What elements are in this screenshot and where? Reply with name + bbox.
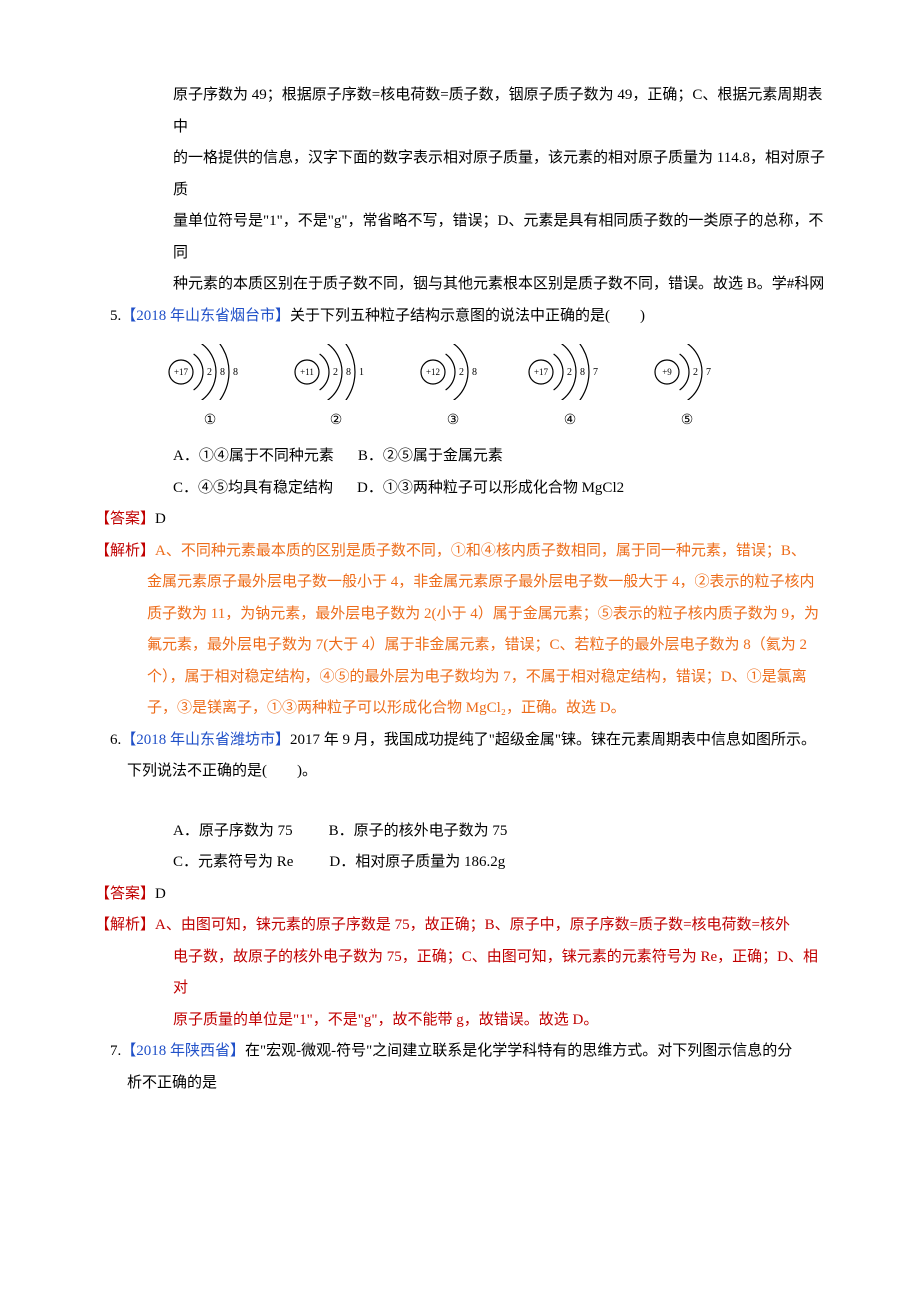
q5-options: A．①④属于不同种元素 B．②⑤属于金属元素 C．④⑤均具有稳定结构 D．①③两种粒… [95, 441, 825, 504]
svg-text:8: 8 [346, 367, 351, 378]
svg-text:2: 2 [567, 367, 572, 378]
q6-expl-l1: 【解析】A、由图可知，铼元素的原子序数是 75，故正确；B、原子中，原子序数=质… [95, 910, 825, 942]
q5-bracket: 【2018 年山东省烟台市】 [121, 308, 290, 324]
atom-label: ① [204, 406, 217, 435]
svg-text:+17: +17 [174, 367, 189, 377]
answer-label: 【答案】 [95, 511, 155, 527]
answer-label: 【答案】 [95, 886, 155, 902]
q7-bracket: 【2018 年陕西省】 [121, 1043, 245, 1059]
q6-num: 6. [110, 732, 121, 748]
q5-opt-a: A．①④属于不同种元素 [173, 448, 334, 464]
q7-stem: 7.【2018 年陕西省】在"宏观-微观-符号"之间建立联系是化学学科特有的思维… [95, 1036, 825, 1068]
q5-answer-val: D [155, 511, 166, 527]
q6-expl-l2: 电子数，故原子的核外电子数为 75，正确；C、由图可知，铼元素的元素符号为 Re… [95, 942, 825, 1005]
svg-text:2: 2 [459, 367, 464, 378]
q5-expl-l2: 金属元素原子最外层电子数一般小于 4，非金属元素原子最外层电子数一般大于 4，②… [95, 567, 825, 599]
q5-expl-t1: A、不同种元素最本质的区别是质子数不同，①和④核内质子数相同，属于同一种元素，错… [155, 543, 806, 559]
svg-text:2: 2 [693, 367, 698, 378]
expl-label: 【解析】 [95, 543, 155, 559]
svg-text:8: 8 [220, 367, 225, 378]
svg-text:8: 8 [472, 367, 477, 378]
para1-l2: 的一格提供的信息，汉字下面的数字表示相对原子质量，该元素的相对原子质量为 114… [95, 143, 825, 206]
q5-expl-l6: 子，③是镁离子，①③两种粒子可以形成化合物 MgCl₂，正确。故选 D。 [95, 693, 825, 725]
atom-diagram: +17 287 ④ [525, 344, 615, 435]
atom-label: ② [330, 406, 343, 435]
q6-figure-placeholder [95, 788, 825, 816]
atom-label: ④ [564, 406, 577, 435]
q6-answer: 【答案】D [95, 879, 825, 911]
svg-text:+12: +12 [426, 367, 440, 377]
q5-expl-l1: 【解析】A、不同种元素最本质的区别是质子数不同，①和④核内质子数相同，属于同一种… [95, 536, 825, 568]
q6-expl-l3: 原子质量的单位是"1"，不是"g"，故不能带 g，故错误。故选 D。 [95, 1005, 825, 1037]
atom-label: ③ [447, 406, 460, 435]
expl-label: 【解析】 [95, 917, 155, 933]
atom-label: ⑤ [681, 406, 694, 435]
para1-l1: 原子序数为 49；根据原子序数=核电荷数=质子数，铟原子质子数为 49，正确；C… [95, 80, 825, 143]
para1-l3: 量单位符号是"1"，不是"g"，常省略不写，错误；D、元素是具有相同质子数的一类… [95, 206, 825, 269]
q7-stem-l2: 析不正确的是 [95, 1068, 825, 1100]
svg-text:7: 7 [706, 367, 711, 378]
q5-stem: 5.【2018 年山东省烟台市】关于下列五种粒子结构示意图的说法中正确的是( ) [95, 301, 825, 333]
atom-diagram: +17288① [165, 344, 255, 435]
q5-opt-c: C．④⑤均具有稳定结构 [173, 480, 333, 496]
q5-opt-b: B．②⑤属于金属元素 [358, 448, 503, 464]
svg-text:2: 2 [333, 367, 338, 378]
atom-diagram: +9 27 ⑤ [651, 344, 723, 435]
svg-text:+9: +9 [662, 367, 672, 377]
q5-expl-l4: 氟元素，最外层电子数为 7(大于 4）属于非金属元素，错误；C、若粒子的最外层电… [95, 630, 825, 662]
q6-opt-a: A．原子序数为 75 [173, 823, 293, 839]
q5-diagrams: +17288①+11281②+1228③+17287④+927⑤ [95, 332, 825, 441]
q7-rest1: 在"宏观-微观-符号"之间建立联系是化学学科特有的思维方式。对下列图示信息的分 [245, 1043, 792, 1059]
q6-stem: 6.【2018 年山东省潍坊市】2017 年 9 月，我国成功提纯了"超级金属"… [95, 725, 825, 757]
q6-answer-val: D [155, 886, 166, 902]
q5-expl-l3: 质子数为 11，为钠元素，最外层电子数为 2(小于 4）属于金属元素；⑤表示的粒… [95, 599, 825, 631]
svg-text:1: 1 [359, 367, 364, 378]
q6-opt-c: C．元素符号为 Re [173, 854, 293, 870]
q6-expl-t1: A、由图可知，铼元素的原子序数是 75，故正确；B、原子中，原子序数=质子数=核… [155, 917, 790, 933]
q6-rest1: 2017 年 9 月，我国成功提纯了"超级金属"铼。铼在元素周期表中信息如图所示… [290, 732, 816, 748]
svg-text:+17: +17 [534, 367, 549, 377]
atom-diagram: +12 28 ③ [417, 344, 489, 435]
q6-opt-b: B．原子的核外电子数为 75 [329, 823, 508, 839]
svg-text:+11: +11 [300, 367, 314, 377]
q5-opt-d: D．①③两种粒子可以形成化合物 MgCl2 [357, 480, 624, 496]
q5-num: 5. [110, 308, 121, 324]
q6-bracket: 【2018 年山东省潍坊市】 [121, 732, 290, 748]
svg-text:8: 8 [233, 367, 238, 378]
q7-num: 7. [110, 1043, 121, 1059]
q6-opt-d: D．相对原子质量为 186.2g [329, 854, 505, 870]
q6-options: A．原子序数为 75 B．原子的核外电子数为 75 C．元素符号为 Re D．相对原… [95, 816, 825, 879]
atom-diagram: +11 281 ② [291, 344, 381, 435]
svg-text:2: 2 [207, 367, 212, 378]
q5-expl-l5: 个），属于相对稳定结构，④⑤的最外层为电子数均为 7，不属于相对稳定结构，错误；… [95, 662, 825, 694]
q5-rest: 关于下列五种粒子结构示意图的说法中正确的是( ) [290, 308, 645, 324]
q6-stem-l2: 下列说法不正确的是( )。 [95, 756, 825, 788]
q5-answer: 【答案】D [95, 504, 825, 536]
svg-text:8: 8 [580, 367, 585, 378]
para1-l4: 种元素的本质区别在于质子数不同，铟与其他元素根本区别是质子数不同，错误。故选 B… [95, 269, 825, 301]
svg-text:7: 7 [593, 367, 598, 378]
